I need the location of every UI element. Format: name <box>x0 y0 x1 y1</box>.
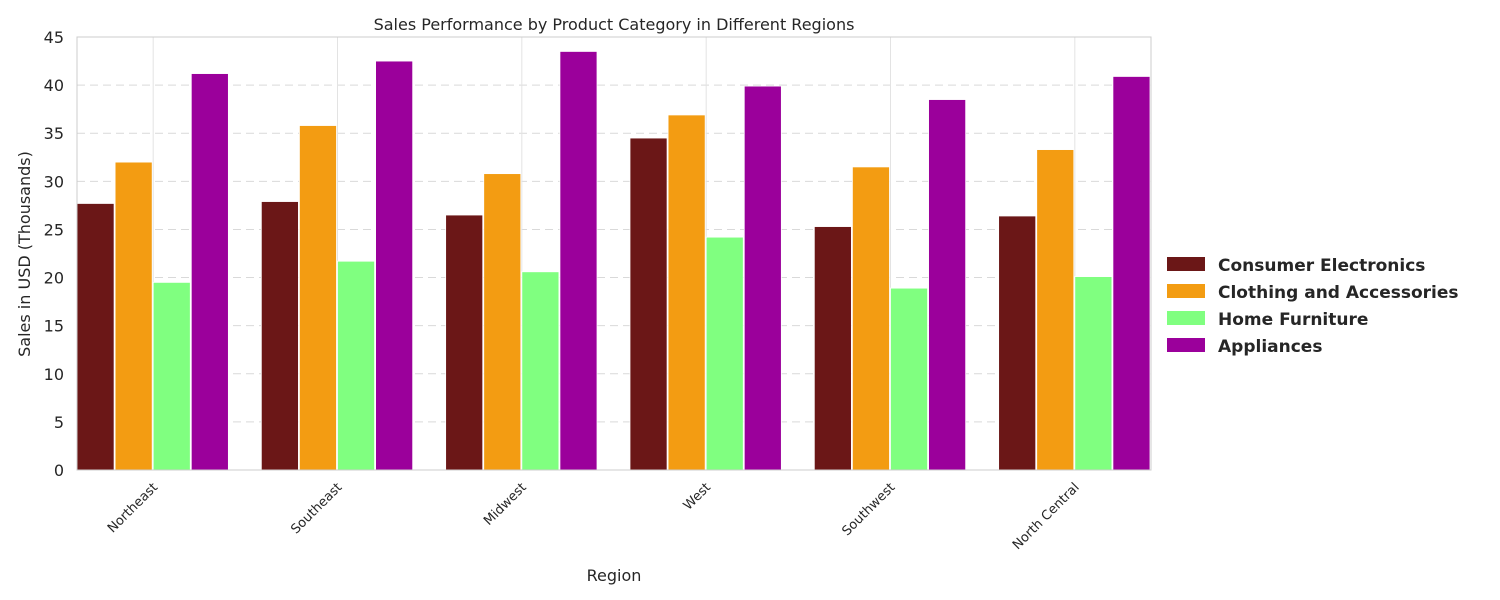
bar-home-furniture-north-central <box>1074 276 1113 471</box>
bar-appliances-north-central <box>1112 76 1151 471</box>
y-tick-label: 15 <box>44 317 64 336</box>
plot-frame <box>76 36 1152 471</box>
x-tick-label: Southwest <box>839 480 898 539</box>
legend-label: Home Furniture <box>1218 310 1368 330</box>
y-tick-label: 30 <box>44 172 64 191</box>
x-axis-title: Region <box>587 566 642 585</box>
legend-label: Clothing and Accessories <box>1218 283 1459 303</box>
y-tick-label: 45 <box>44 28 64 47</box>
bar-clothing-and-accessories-north-central <box>1036 149 1075 471</box>
bar-clothing-and-accessories-northeast <box>114 161 153 471</box>
x-tick-label: Midwest <box>481 480 530 529</box>
x-tick-label: West <box>681 480 714 513</box>
y-tick-label: 25 <box>44 220 64 239</box>
chart-title: Sales Performance by Product Category in… <box>374 15 855 34</box>
x-tick-label: Northeast <box>105 480 161 536</box>
bar-home-furniture-northeast <box>152 281 191 471</box>
y-tick-label: 0 <box>54 461 64 480</box>
bar-consumer-electronics-southwest <box>813 226 852 471</box>
y-tick-label: 5 <box>54 413 64 432</box>
legend-swatch <box>1167 338 1205 352</box>
legend-swatch <box>1167 284 1205 298</box>
bar-consumer-electronics-west <box>629 137 668 471</box>
bar-home-furniture-west <box>705 236 744 471</box>
bar-consumer-electronics-southeast <box>260 201 299 471</box>
y-tick-label: 20 <box>44 269 64 288</box>
bar-clothing-and-accessories-southwest <box>852 166 890 471</box>
bar-appliances-southwest <box>928 99 967 471</box>
bars <box>76 51 1151 471</box>
legend: Consumer Electronics Clothing and Accesso… <box>1167 256 1459 357</box>
y-axis-ticks: 0 5 10 15 20 25 30 35 40 45 <box>44 28 64 480</box>
bar-home-furniture-southeast <box>337 260 375 471</box>
x-tick-label: North Central <box>1010 480 1083 553</box>
bar-clothing-and-accessories-southeast <box>299 125 337 471</box>
bar-appliances-west <box>743 85 782 471</box>
y-tick-label: 40 <box>44 76 64 95</box>
x-axis-ticks: Northeast Southeast Midwest West Southwest No… <box>105 480 1083 553</box>
bar-home-furniture-midwest <box>521 271 560 471</box>
x-tick-label: Southeast <box>288 480 345 537</box>
legend-swatch <box>1167 311 1205 325</box>
legend-label: Consumer Electronics <box>1218 256 1425 276</box>
bar-appliances-northeast <box>190 73 229 471</box>
bar-clothing-and-accessories-midwest <box>483 173 522 471</box>
y-tick-label: 10 <box>44 365 64 384</box>
bar-consumer-electronics-midwest <box>445 214 484 471</box>
y-tick-label: 35 <box>44 124 64 143</box>
bar-appliances-southeast <box>375 60 414 471</box>
bar-home-furniture-southwest <box>890 287 928 471</box>
grid-lines <box>77 37 1151 470</box>
bar-clothing-and-accessories-west <box>667 114 706 471</box>
bar-consumer-electronics-north-central <box>998 215 1037 471</box>
legend-label: Appliances <box>1218 337 1322 357</box>
bar-appliances-midwest <box>559 51 598 471</box>
bar-consumer-electronics-northeast <box>76 203 115 471</box>
y-axis-title: Sales in USD (Thousands) <box>15 151 34 357</box>
legend-swatch <box>1167 257 1205 271</box>
